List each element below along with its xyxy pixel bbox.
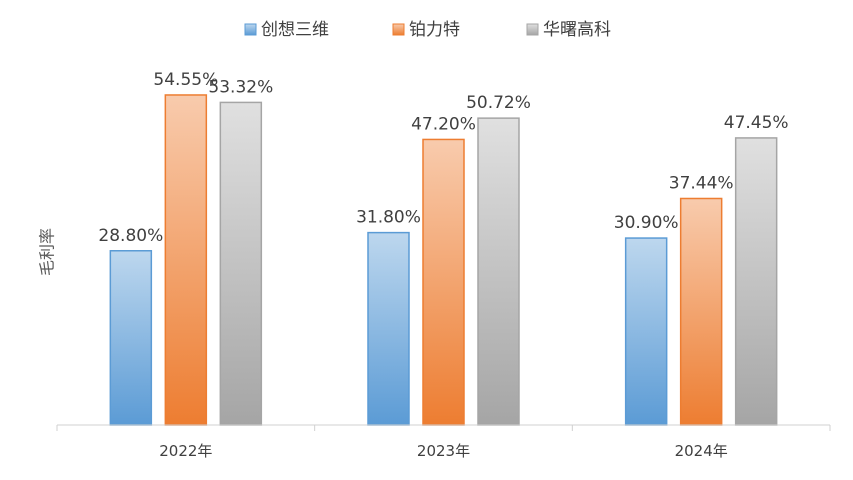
legend-swatch [526,23,539,36]
data-label: 31.80% [356,208,421,228]
y-axis-title: 毛利率 [38,228,57,276]
bar [734,137,778,426]
x-tick-label: 2023年 [417,442,470,460]
bar [477,117,520,426]
legend-swatch [244,23,257,36]
data-label: 50.72% [466,93,531,113]
bar [109,250,153,426]
bar [219,101,263,426]
legend-label: 铂力特 [409,20,460,40]
bar [164,94,208,426]
legend: 创想三维 铂力特 华曙高科 [244,20,611,40]
data-label: 37.44% [669,173,734,193]
data-label: 47.20% [411,114,476,134]
bar [624,237,668,426]
x-axis: 2022年 2023年 2024年 [56,424,831,460]
legend-label: 华曙高科 [543,20,611,40]
data-label: 30.90% [614,213,679,233]
legend-label: 创想三维 [261,20,329,40]
value-labels-group: 28.80% 54.55%53.32% 31.80% 47.20%50.72% 30.9… [98,70,788,246]
x-tick-label: 2022年 [159,442,212,460]
data-label: 47.45% [724,113,789,133]
bar [422,138,465,426]
bar [367,231,410,426]
data-label: 28.80% [98,226,163,246]
data-label: 54.55% [153,70,218,90]
legend-swatch [392,23,405,36]
x-tick-label: 2024年 [675,442,728,460]
bar [679,197,723,426]
data-label: 53.32% [208,77,273,97]
bars-group [109,94,778,426]
